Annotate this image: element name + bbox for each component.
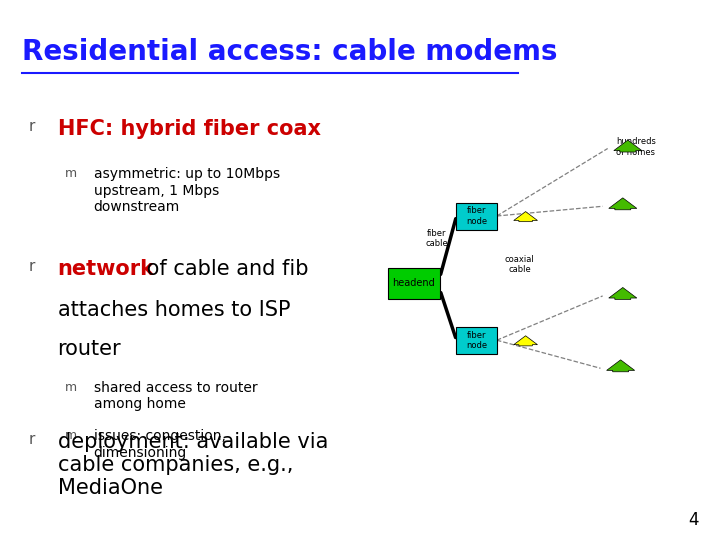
Text: attaches homes to ISP: attaches homes to ISP	[58, 300, 290, 320]
Text: router: router	[58, 339, 121, 359]
Text: shared access to router
among home: shared access to router among home	[94, 381, 257, 411]
FancyArrow shape	[606, 360, 635, 372]
Text: issues: congestion,
dimensioning: issues: congestion, dimensioning	[94, 429, 225, 460]
FancyArrow shape	[514, 336, 537, 346]
Text: r: r	[29, 432, 35, 447]
Text: coaxial
cable: coaxial cable	[505, 255, 535, 274]
Text: 4: 4	[688, 511, 698, 529]
FancyArrow shape	[514, 212, 537, 221]
Text: m: m	[65, 381, 77, 394]
FancyBboxPatch shape	[456, 202, 497, 230]
Text: asymmetric: up to 10Mbps
upstream, 1 Mbps
downstream: asymmetric: up to 10Mbps upstream, 1 Mbp…	[94, 167, 280, 214]
Text: hundreds
of homes: hundreds of homes	[616, 137, 656, 157]
FancyBboxPatch shape	[388, 268, 440, 299]
FancyArrow shape	[609, 198, 636, 210]
Text: r: r	[29, 259, 35, 274]
FancyArrow shape	[609, 287, 636, 299]
Text: fiber
cable: fiber cable	[426, 229, 449, 248]
Text: headend: headend	[392, 279, 436, 288]
FancyArrow shape	[614, 140, 642, 152]
Text: fiber
node: fiber node	[466, 330, 487, 350]
Text: Residential access: cable modems: Residential access: cable modems	[22, 38, 557, 66]
Text: HFC: hybrid fiber coax: HFC: hybrid fiber coax	[58, 119, 320, 139]
Text: deployment: available via
cable companies, e.g.,
MediaOne: deployment: available via cable companie…	[58, 432, 328, 498]
Text: m: m	[65, 429, 77, 442]
Text: network: network	[58, 259, 155, 279]
Text: fiber
node: fiber node	[466, 206, 487, 226]
FancyBboxPatch shape	[456, 327, 497, 354]
Text: r: r	[29, 119, 35, 134]
Text: of cable and fib: of cable and fib	[140, 259, 309, 279]
Text: m: m	[65, 167, 77, 180]
